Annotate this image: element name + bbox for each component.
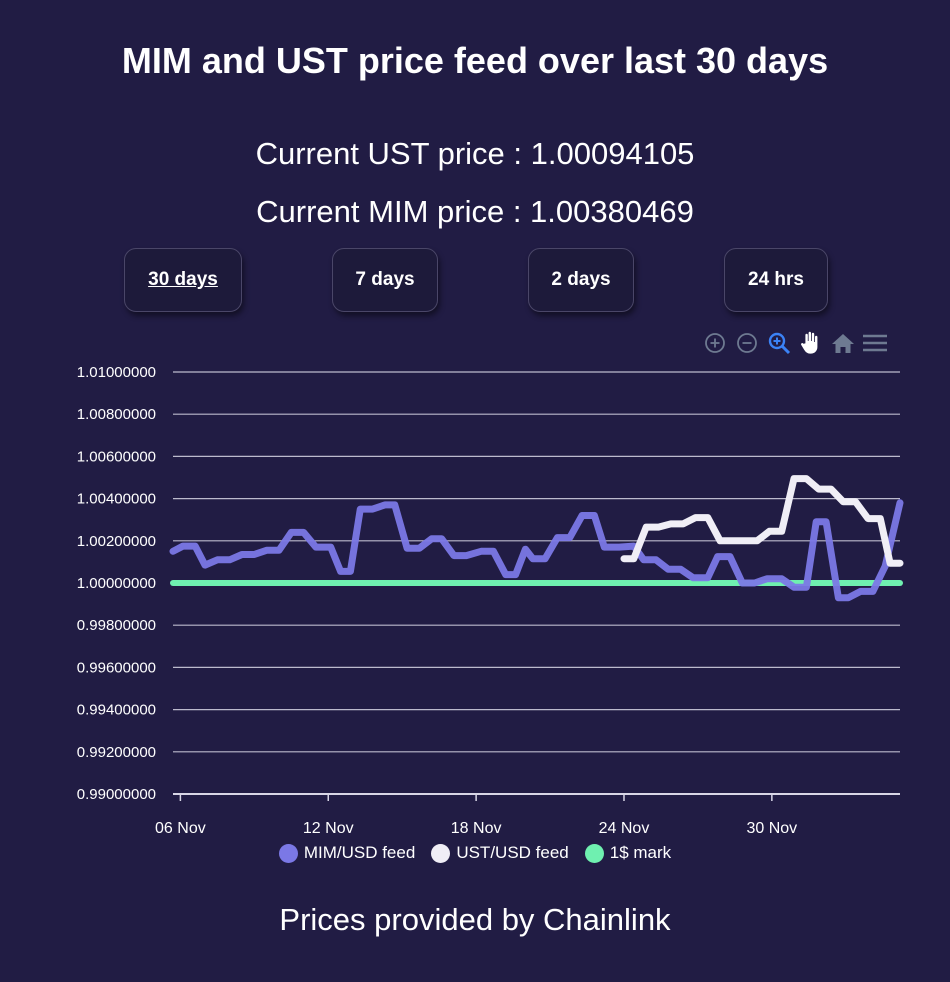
zoom-in-icon[interactable] — [702, 330, 728, 356]
y-tick-label: 1.00200000 — [77, 533, 156, 550]
ust-price-label: Current UST price : — [255, 136, 531, 171]
y-tick-label: 0.99800000 — [77, 617, 156, 634]
x-tick-label: 12 Nov — [303, 820, 354, 837]
x-tick-label: 24 Nov — [599, 820, 650, 837]
chart-toolbar — [702, 330, 888, 356]
mim-price-label: Current MIM price : — [256, 194, 531, 229]
menu-icon[interactable] — [862, 330, 888, 356]
x-tick-label: 18 Nov — [451, 820, 502, 837]
y-tick-label: 1.00000000 — [77, 575, 156, 592]
legend-marker-ust — [431, 843, 451, 863]
legend-item-ust[interactable]: UST/USD feed — [431, 843, 569, 863]
range-7-days-button[interactable]: 7 days — [332, 248, 438, 312]
selection-zoom-icon[interactable] — [766, 330, 792, 356]
legend-item-mim[interactable]: MIM/USD feed — [278, 843, 416, 863]
y-tick-label: 1.00800000 — [77, 406, 156, 423]
range-2-days-button[interactable]: 2 days — [528, 248, 634, 312]
price-line-chart: 0.99000000 0.99200000 0.99400000 0.99600000… — [77, 364, 904, 837]
legend-label-one-dollar: 1$ mark — [609, 843, 672, 862]
pan-hand-icon[interactable] — [798, 330, 824, 356]
y-tick-label: 0.99200000 — [77, 744, 156, 761]
y-tick-label: 1.00400000 — [77, 491, 156, 508]
range-7-days-label: 7 days — [355, 269, 415, 290]
legend-label-mim: MIM/USD feed — [303, 843, 416, 862]
x-tick-label: 06 Nov — [155, 820, 206, 837]
chart-legend: MIM/USD feed UST/USD feed 1$ mark — [0, 843, 950, 863]
legend-marker-mim — [278, 843, 298, 863]
y-tick-label: 1.01000000 — [77, 364, 156, 381]
current-mim-price: Current MIM price : 1.00380469 — [0, 194, 950, 230]
range-30-days-label: 30 days — [148, 269, 218, 290]
y-tick-label: 0.99400000 — [77, 702, 156, 719]
y-tick-label: 0.99600000 — [77, 659, 156, 676]
range-24-hrs-button[interactable]: 24 hrs — [724, 248, 828, 312]
legend-marker-one-dollar — [584, 843, 604, 863]
x-tick-label: 30 Nov — [746, 820, 797, 837]
legend-label-ust: UST/USD feed — [456, 843, 569, 862]
page-title: MIM and UST price feed over last 30 days — [121, 40, 829, 81]
zoom-out-icon[interactable] — [734, 330, 760, 356]
mim-price-value: 1.00380469 — [530, 194, 694, 229]
ust-price-value: 1.00094105 — [530, 136, 695, 171]
mim-usd-series-line — [169, 499, 904, 602]
current-ust-price: Current UST price : 1.00094105 — [0, 136, 950, 172]
home-reset-icon[interactable] — [830, 330, 856, 356]
y-tick-label: 1.00600000 — [77, 448, 156, 465]
legend-item-one-dollar[interactable]: 1$ mark — [584, 843, 672, 863]
range-30-days-button[interactable]: 30 days — [124, 248, 242, 312]
ust-usd-series-line — [620, 475, 904, 567]
footer-attribution: Prices provided by Chainlink — [279, 902, 671, 937]
range-2-days-label: 2 days — [551, 269, 611, 290]
range-24-hrs-label: 24 hrs — [748, 269, 804, 290]
y-tick-label: 0.99000000 — [77, 786, 156, 803]
